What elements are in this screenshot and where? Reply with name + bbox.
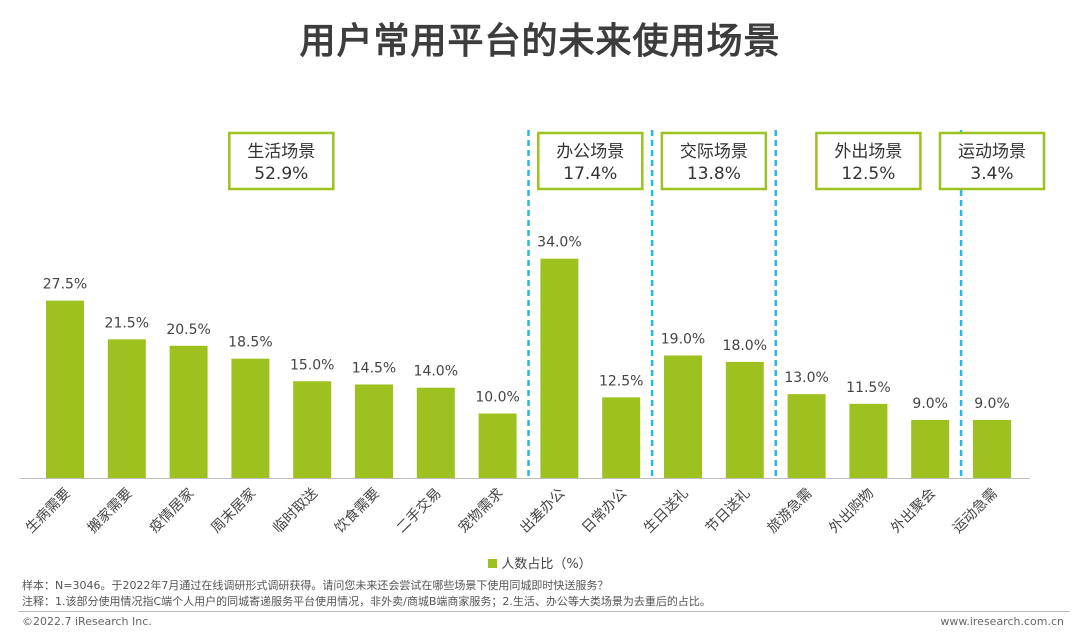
legend-label: 人数占比（%）: [501, 557, 592, 572]
bar-chart: 27.5% 生病需要 21.5% 搬家需要 20.5% 疫情居家 18.5% 周末居家 15.0…: [20, 130, 1046, 537]
bar: [355, 384, 393, 478]
bar: [478, 413, 517, 478]
group-name: 办公场景: [556, 142, 624, 162]
legend-swatch: [488, 559, 498, 568]
group-name: 运动场景: [958, 142, 1026, 162]
value-label: 9.0%: [912, 396, 948, 412]
group-share: 52.9%: [254, 164, 308, 184]
chart-legend: 人数占比（%）: [0, 553, 1080, 572]
category-label: 疫情居家: [146, 485, 198, 537]
value-label: 14.5%: [352, 360, 396, 376]
bar: [849, 403, 888, 478]
category-label: 运动急需: [950, 486, 1001, 537]
group-box: [815, 131, 922, 191]
bar: [540, 258, 579, 478]
website-link[interactable]: www.iresearch.com.cn: [940, 615, 1064, 628]
copyright: ©2022.7 iResearch Inc.: [22, 615, 152, 628]
category-label: 宠物需求: [456, 486, 507, 537]
group-box: [938, 131, 1046, 191]
value-label: 34.0%: [537, 235, 581, 251]
bar: [293, 381, 332, 478]
value-label: 20.5%: [166, 322, 210, 338]
bar: [107, 339, 146, 478]
bar: [787, 394, 826, 478]
category-label: 外出购物: [826, 486, 877, 537]
value-label: 12.5%: [599, 373, 643, 389]
group-share: 17.4%: [563, 164, 617, 184]
bar: [911, 419, 950, 478]
category-label: 二手交易: [393, 485, 445, 537]
value-label: 10.0%: [475, 390, 519, 406]
group-box: [537, 131, 644, 191]
value-label: 14.0%: [414, 364, 458, 380]
group-share: 13.8%: [687, 164, 741, 184]
page-title: 用户常用平台的未来使用场景: [299, 21, 781, 62]
category-label: 搬家需要: [84, 485, 136, 537]
category-label: 日常办公: [579, 486, 630, 537]
remark-note: 注释：1.该部分使用情况指C端个人用户的同城寄递服务平台使用情况，非外卖/商城B…: [22, 595, 711, 608]
category-label: 周末居家: [208, 485, 260, 537]
group-share: 3.4%: [970, 164, 1013, 184]
category-label: 外出聚会: [888, 486, 939, 537]
group-share: 12.5%: [841, 164, 895, 184]
sample-note: 样本：N=3046。于2022年7月通过在线调研形式调研获得。请问您未来还会尝试…: [22, 579, 609, 592]
category-label: 临时取送: [270, 486, 321, 537]
group-name: 外出场景: [834, 142, 902, 162]
bar: [416, 387, 455, 478]
category-label: 出差办公: [517, 486, 568, 537]
bar: [973, 419, 1011, 478]
bar: [46, 300, 84, 478]
value-label: 13.0%: [784, 370, 828, 386]
value-label: 27.5%: [43, 277, 87, 293]
group-box: [228, 131, 335, 191]
bar: [664, 355, 702, 478]
value-label: 15.0%: [290, 357, 334, 373]
value-label: 21.5%: [105, 315, 149, 331]
group-box: [660, 131, 768, 191]
value-label: 18.5%: [228, 335, 272, 351]
bar: [602, 397, 641, 478]
bar: [169, 345, 208, 478]
category-label: 节日送礼: [703, 486, 754, 537]
group-name: 交际场景: [680, 142, 748, 162]
category-label: 饮食需要: [331, 485, 383, 537]
category-label: 生日送礼: [641, 486, 692, 537]
category-label: 生病需要: [23, 486, 74, 537]
value-label: 19.0%: [661, 331, 705, 347]
bar: [725, 361, 764, 478]
category-label: 旅游急需: [765, 486, 816, 537]
group-name: 生活场景: [247, 142, 315, 162]
footer-divider: [18, 611, 1070, 612]
value-label: 11.5%: [846, 380, 890, 396]
value-label: 18.0%: [723, 338, 767, 354]
bar: [231, 358, 270, 478]
value-label: 9.0%: [974, 396, 1010, 412]
